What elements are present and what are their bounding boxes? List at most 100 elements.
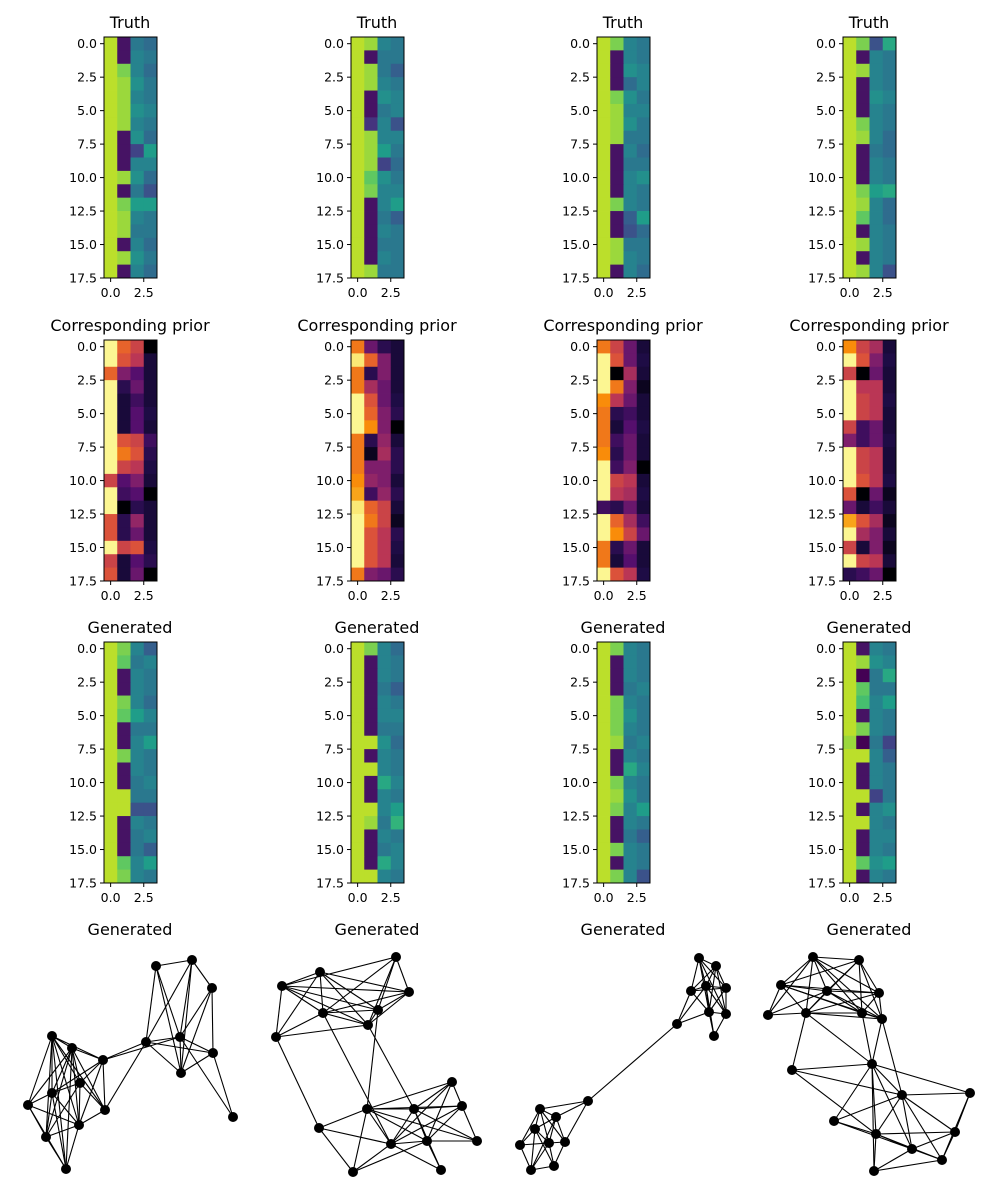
heatmap-cell <box>377 655 392 670</box>
heatmap-cell <box>882 642 897 656</box>
heatmap-cell <box>623 264 638 279</box>
heatmap-cell <box>636 37 651 51</box>
heatmap-cell <box>351 420 365 435</box>
heatmap-cell <box>390 642 405 656</box>
graph-node <box>175 1032 185 1042</box>
graph-node <box>701 981 711 991</box>
heatmap-cell <box>130 237 145 252</box>
heatmap-cell <box>597 514 611 528</box>
graph-node <box>877 1014 887 1024</box>
graph-edge <box>861 1012 873 1065</box>
heatmap-cell <box>610 353 624 368</box>
heatmap-cell <box>364 487 378 502</box>
graph-node <box>763 1010 773 1020</box>
graph-node <box>907 1144 917 1154</box>
heatmap-cell <box>104 433 118 448</box>
y-tick-label: 5.0 <box>816 406 836 421</box>
graph-node <box>41 1132 51 1142</box>
y-tick-label: 7.5 <box>816 440 836 455</box>
heatmap-cell <box>610 420 624 435</box>
heatmap-cell <box>377 842 392 857</box>
graph-edge <box>767 1012 807 1016</box>
heatmap-cell <box>843 447 857 461</box>
heatmap-cell <box>364 749 378 763</box>
heatmap-cell <box>843 37 857 51</box>
heatmap-cell <box>364 655 378 670</box>
heatmap-cell <box>882 655 897 670</box>
heatmap-cell <box>610 802 624 817</box>
heatmap-cell <box>856 668 870 683</box>
graph-node <box>551 1112 561 1122</box>
heatmap-cell <box>597 460 611 475</box>
heatmap-cell <box>882 406 897 421</box>
heatmap-cell <box>856 170 870 185</box>
graph-edge <box>51 1092 80 1126</box>
heatmap-cell <box>117 144 131 158</box>
heatmap-cell <box>130 353 145 368</box>
heatmap-cell <box>856 802 870 817</box>
heatmap-cell <box>856 63 870 78</box>
y-tick-label: 15.0 <box>808 540 836 555</box>
graph-edge <box>155 959 193 967</box>
heatmap-cell <box>390 103 405 118</box>
heatmap-cell <box>117 393 131 408</box>
heatmap-cell <box>636 473 651 488</box>
heatmap-cell <box>364 237 378 252</box>
heatmap-cell <box>377 540 392 555</box>
graph-node <box>721 1009 731 1019</box>
heatmap-cell <box>597 211 611 225</box>
heatmap-cell <box>856 682 870 696</box>
graph-edge <box>805 1012 873 1065</box>
heatmap-cell <box>869 829 884 844</box>
heatmap-cell <box>390 224 405 239</box>
heatmap-cell <box>117 695 131 710</box>
graph-edge <box>51 1035 67 1170</box>
heatmap-cell <box>377 722 392 737</box>
graph-edge <box>322 956 397 1014</box>
graph-edge <box>78 1109 106 1126</box>
heatmap-cell <box>843 567 857 582</box>
y-tick-label: 2.5 <box>570 373 590 388</box>
heatmap-cell <box>104 842 118 857</box>
heatmap-cell <box>597 527 611 542</box>
heatmap-cell <box>623 130 638 145</box>
panel-title: Truth <box>356 13 398 32</box>
heatmap-cell <box>597 406 611 421</box>
y-tick-label: 10.0 <box>562 473 590 488</box>
heatmap-cell <box>843 211 857 225</box>
graph-edge <box>812 956 883 1020</box>
graph-edge <box>319 971 379 1011</box>
heatmap-cell <box>869 237 884 252</box>
heatmap-cell <box>623 842 638 857</box>
heatmap-cell <box>390 380 405 394</box>
heatmap-cell <box>377 197 392 212</box>
heatmap-cell <box>610 170 624 185</box>
heatmap-cell <box>130 856 145 871</box>
heatmap-cell <box>104 554 118 569</box>
x-tick-label: 0.0 <box>101 285 121 300</box>
panel-title: Truth <box>602 13 644 32</box>
graph-edge <box>145 965 157 1043</box>
heatmap-cell <box>143 447 158 461</box>
heatmap-cell <box>390 264 405 279</box>
heatmap-cell <box>882 722 897 737</box>
heatmap-cell <box>636 264 651 279</box>
heatmap-cell <box>104 487 118 502</box>
heatmap-cell <box>869 170 884 185</box>
y-tick-label: 17.5 <box>69 876 97 891</box>
heatmap-cell <box>143 117 158 132</box>
heatmap-cell <box>104 655 118 670</box>
heatmap-cell <box>843 103 857 118</box>
heatmap-cell <box>623 340 638 354</box>
heatmap-cell <box>610 37 624 51</box>
graph-edge <box>145 1041 182 1074</box>
heatmap-cell <box>364 762 378 777</box>
heatmap-cell <box>390 856 405 871</box>
heatmap-cell <box>351 37 365 51</box>
heatmap-cell <box>869 668 884 683</box>
heatmap-cell <box>856 722 870 737</box>
heatmap-cell <box>856 642 870 656</box>
heatmap-cell <box>623 567 638 582</box>
heatmap-cell <box>610 527 624 542</box>
heatmap-cell <box>843 117 857 132</box>
